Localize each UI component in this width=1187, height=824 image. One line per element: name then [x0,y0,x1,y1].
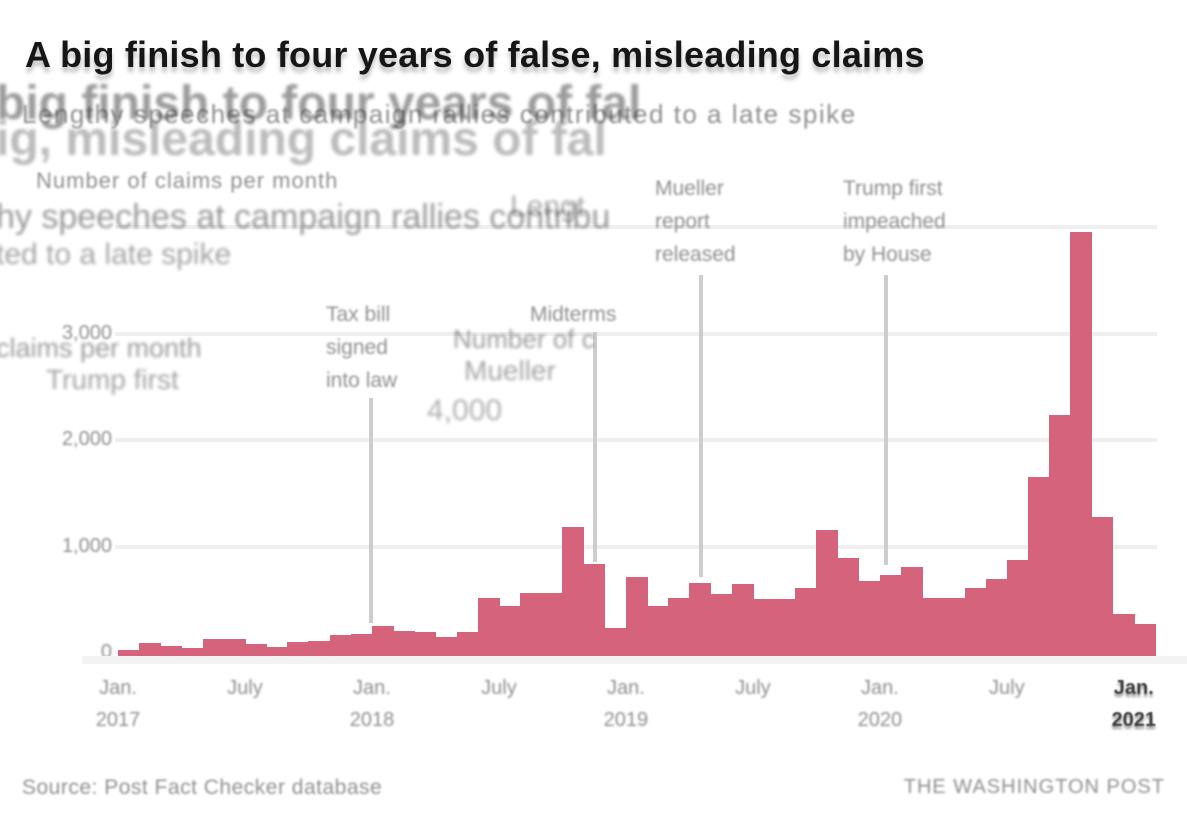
bar [1049,414,1072,656]
bar [837,558,860,656]
ghost-text: hy speeches at campaign rallies contribu [0,198,611,236]
bar [964,587,987,656]
ghost-text: Number of c [453,324,595,354]
ghost-text: big finish to four years of fal [0,77,642,130]
x-axis-tick-label: July [735,677,771,699]
x-axis-tick-label: Jan. 2017 [95,677,141,731]
bar [583,563,606,656]
annotation-label-midterms: Midterms [530,303,617,326]
bar [1006,560,1029,656]
chart-title: A big finish to four years of false, mis… [25,34,925,75]
bar [287,641,310,656]
bar [647,605,669,656]
bar [1091,517,1114,656]
bar [393,630,415,656]
ghost-text: Lengt [510,190,586,223]
x-axis-baseline [82,656,1187,664]
annotation-label-mueller: Mueller report released [655,177,736,266]
bar [879,575,902,656]
bar [118,649,140,656]
bar [731,583,754,656]
bar [498,605,521,656]
x-axis-tick-label: July [227,677,263,699]
bar [202,639,225,656]
bar [943,597,966,656]
source-note: Source: Post Fact Checker database [22,776,383,799]
bar [795,587,818,656]
bar [244,643,267,656]
bar [435,637,458,656]
bar [329,634,352,656]
bar [520,593,542,656]
annotation-line-mueller [699,275,703,577]
x-axis-tick-label: Jan. 2019 [603,677,649,731]
bar [689,582,712,656]
ghost-text: Mueller [464,355,556,386]
bar [541,593,564,656]
y-axis-tick-label: 0 [100,641,112,663]
ghost-text: claims per month [0,333,202,363]
x-axis-tick-label: Jan. 2018 [349,677,395,731]
bar [752,598,775,656]
bar [668,597,691,656]
bar [223,639,246,656]
bar [1133,623,1156,656]
bar [562,526,585,656]
bar [922,597,945,656]
ghost-text: 4,000 [427,394,503,427]
ghost-text: Trump first [46,364,179,395]
annotation-line-midterms [593,332,597,562]
bar [266,646,288,656]
annotation-line-tax-bill [369,398,373,623]
bar [901,567,923,656]
bar [985,578,1008,656]
y-axis-tick-label: 1,000 [61,534,112,557]
axis-unit-note: Number of claims per month [36,168,339,193]
bar [1028,476,1050,656]
bar [625,577,648,656]
bar [816,530,839,656]
bar [350,633,373,656]
ghost-text: ted to a late spike [0,238,232,271]
bar [414,631,437,656]
bar [604,628,627,656]
y-axis-tick-label: 2,000 [61,428,112,451]
bar [160,645,183,656]
bar [1112,613,1135,656]
bar [774,598,796,656]
bar [139,642,162,656]
x-axis-tick-label: July [989,677,1025,699]
bar [371,625,394,656]
bar [710,593,733,656]
gridline [115,544,1157,549]
x-axis-tick-label: July [481,677,517,699]
chart-subtitle: Lengthy speeches at campaign rallies con… [22,99,857,129]
annotation-label-impeachment: Trump first impeached by House [843,177,946,266]
bar [858,580,881,656]
gridline [115,225,1157,230]
bar [1070,231,1093,656]
bar [181,647,204,656]
publisher-credit: THE WASHINGTON POST [903,776,1165,798]
x-axis-tick-label: Jan. 2020 [857,677,903,731]
gridline [115,438,1157,443]
bar [456,631,479,656]
y-axis-tick-label: 3,000 [61,321,112,344]
bar [477,597,500,656]
annotation-line-impeachment [884,275,888,565]
annotation-label-tax-bill: Tax bill signed into law [326,303,398,392]
bar [308,640,331,656]
x-axis-tick-label: Jan. 2021 [1111,677,1157,731]
ghost-text: ig, misleading claims of fal [0,113,607,166]
gridline [115,331,1157,336]
